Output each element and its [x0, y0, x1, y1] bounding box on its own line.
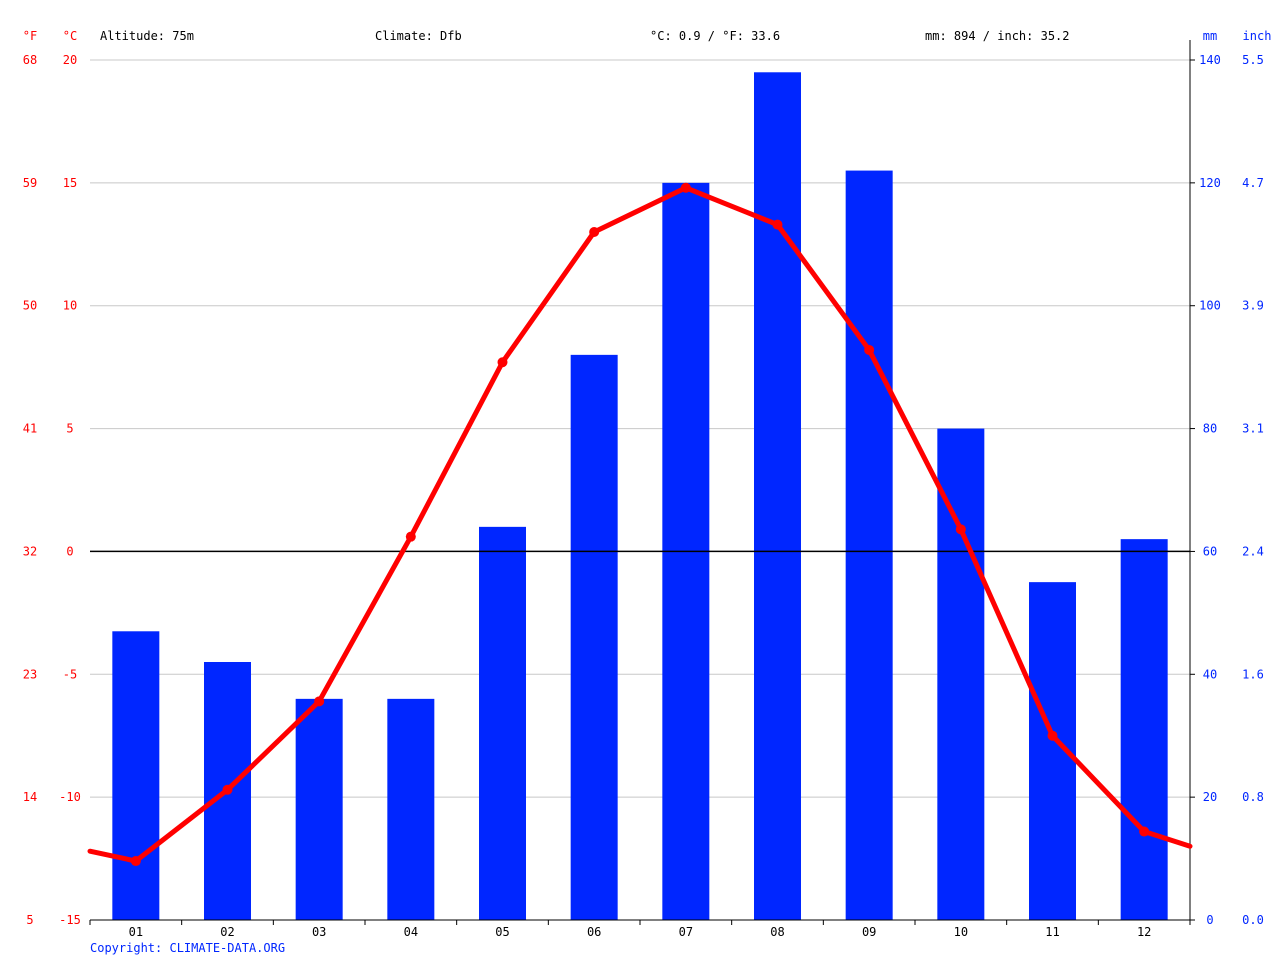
celsius-tick-label: 15 — [63, 176, 77, 190]
mm-tick-label: 20 — [1203, 790, 1217, 804]
inch-tick-label: 5.5 — [1242, 53, 1264, 67]
precipitation-bar — [1120, 539, 1168, 920]
precipitation-bars — [112, 72, 1168, 921]
temperature-point — [405, 531, 416, 542]
temperature-point — [497, 357, 508, 368]
unit-mm-label: mm — [1203, 29, 1217, 43]
temperature-average-label: °C: 0.9 / °F: 33.6 — [650, 29, 780, 43]
precipitation-bar — [570, 354, 618, 920]
temperature-point — [680, 182, 691, 193]
month-tick-label: 09 — [862, 925, 876, 939]
inch-tick-label: 3.1 — [1242, 422, 1264, 436]
temperature-point — [772, 219, 783, 230]
celsius-tick-label: -5 — [63, 667, 77, 681]
fahrenheit-tick-label: 14 — [23, 790, 37, 804]
month-tick-label: 04 — [404, 925, 418, 939]
temperature-line-path — [87, 185, 1193, 864]
mm-tick-label: 120 — [1199, 176, 1221, 190]
mm-tick-label: 100 — [1199, 299, 1221, 313]
celsius-tick-label: 20 — [63, 53, 77, 67]
month-tick-label: 10 — [954, 925, 968, 939]
month-tick-label: 03 — [312, 925, 326, 939]
inch-tick-label: 0.8 — [1242, 790, 1264, 804]
fahrenheit-tick-label: 5 — [26, 913, 33, 927]
fahrenheit-tick-label: 41 — [23, 422, 37, 436]
unit-celsius-label: °C — [63, 29, 77, 43]
temperature-point — [1047, 730, 1058, 741]
celsius-tick-label: 0 — [66, 544, 73, 558]
month-tick-label: 08 — [770, 925, 784, 939]
inch-tick-label: 2.4 — [1242, 544, 1264, 558]
mm-tick-label: 80 — [1203, 422, 1217, 436]
inch-tick-label: 0.0 — [1242, 913, 1264, 927]
precipitation-bar — [479, 526, 526, 920]
precipitation-bar — [387, 698, 435, 920]
inch-tick-label: 1.6 — [1242, 667, 1264, 681]
inch-tick-label: 3.9 — [1242, 299, 1264, 313]
temperature-point — [864, 344, 875, 355]
precipitation-bar — [754, 72, 801, 921]
celsius-tick-label: 5 — [66, 422, 73, 436]
climate-label: Climate: Dfb — [375, 29, 462, 43]
fahrenheit-tick-label: 59 — [23, 176, 37, 190]
temperature-point — [222, 784, 233, 795]
precipitation-total-label: mm: 894 / inch: 35.2 — [925, 29, 1070, 43]
fahrenheit-tick-label: 50 — [23, 299, 37, 313]
altitude-label: Altitude: 75m — [100, 29, 194, 43]
x-ticks: 01 02 03 04 05 06 07 08 09 10 11 12 — [89, 920, 1191, 939]
unit-fahrenheit-label: °F — [23, 29, 37, 43]
month-tick-label: 12 — [1137, 925, 1151, 939]
copyright-label: Copyright: CLIMATE-DATA.ORG — [90, 941, 285, 955]
fahrenheit-tick-label: 23 — [23, 667, 37, 681]
month-tick-label: 07 — [679, 925, 693, 939]
fahrenheit-tick-label: 68 — [23, 53, 37, 67]
celsius-tick-label: -15 — [59, 913, 81, 927]
mm-tick-label: 40 — [1203, 667, 1217, 681]
mm-tick-label: 140 — [1199, 53, 1221, 67]
mm-tick-label: 60 — [1203, 544, 1217, 558]
temperature-point — [130, 856, 141, 867]
axis-labels: 5 -15 0 0.0 14 -10 20 0.8 23 -5 40 1.6 32 0 60 2.4 41 5 80… — [23, 53, 1264, 927]
precipitation-bar — [295, 698, 343, 920]
temperature-point — [589, 227, 600, 237]
month-tick-label: 11 — [1045, 925, 1059, 939]
temperature-point — [1139, 826, 1150, 837]
celsius-tick-label: -10 — [59, 790, 81, 804]
month-tick-label: 01 — [129, 925, 143, 939]
temperature-line — [87, 182, 1193, 867]
temperature-point — [314, 696, 325, 707]
fahrenheit-tick-label: 32 — [23, 544, 37, 558]
mm-tick-label: 0 — [1206, 913, 1213, 927]
unit-inch-label: inch — [1243, 29, 1272, 43]
precipitation-bar — [845, 170, 893, 921]
month-tick-label: 02 — [220, 925, 234, 939]
inch-tick-label: 4.7 — [1242, 176, 1264, 190]
month-tick-label: 06 — [587, 925, 601, 939]
celsius-tick-label: 10 — [63, 299, 77, 313]
grid-lines — [90, 59, 1190, 798]
temperature-point — [955, 524, 966, 535]
month-tick-label: 05 — [495, 925, 509, 939]
precipitation-bar — [937, 428, 985, 920]
precipitation-bar — [112, 631, 160, 920]
